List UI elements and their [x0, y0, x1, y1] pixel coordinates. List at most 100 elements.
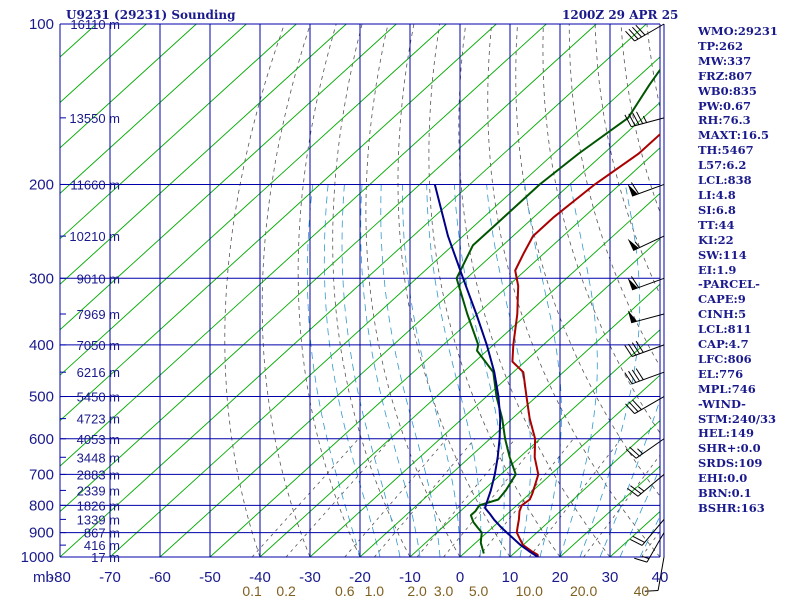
index-item: CAPE:9 — [698, 292, 746, 307]
barb-full-flag — [625, 403, 635, 414]
pressure-tick-label: 700 — [29, 466, 54, 483]
isotherm-line — [60, 24, 547, 467]
barb-full-flag — [628, 28, 639, 40]
wind-barb — [627, 276, 665, 291]
diagram-background-lines — [60, 24, 660, 557]
temperature-tick-label: 30 — [602, 569, 619, 586]
pressure-tick-label: 500 — [29, 389, 54, 406]
isotherm-line — [60, 24, 497, 422]
index-item: LCL:811 — [698, 322, 752, 337]
isotherm-line — [559, 465, 660, 557]
isotherm-line — [259, 192, 660, 557]
barb-full-flag — [634, 557, 648, 563]
index-item: L57:6.2 — [698, 158, 747, 173]
index-item: TT:44 — [698, 217, 735, 232]
wind-barb — [644, 556, 665, 592]
height-label: 5450 m — [77, 390, 120, 405]
dry-adiabat-line — [365, 24, 461, 557]
barb-half-flag — [642, 115, 648, 123]
barb-full-flag — [628, 401, 639, 412]
height-label: 17 m — [91, 550, 120, 565]
index-item: TH:5467 — [698, 143, 754, 158]
height-label: 416 m — [84, 538, 120, 553]
mixing-ratio-label: 10.0 — [516, 583, 543, 599]
isotherm-line — [159, 101, 660, 557]
barb-pennant — [627, 277, 638, 290]
barb-full-flag — [625, 448, 637, 459]
barb-full-flag — [625, 30, 635, 42]
index-item: MW:337 — [698, 53, 752, 68]
height-label: 7969 m — [77, 307, 120, 322]
mixing-ratio-label: 5.0 — [469, 583, 489, 599]
station-title: U9231 (29231) Sounding — [66, 8, 236, 22]
index-item: PW:0.67 — [698, 98, 752, 113]
pressure-tick-label: 300 — [29, 270, 54, 287]
height-label: 13550 m — [69, 111, 120, 126]
moist-adiabat-line — [619, 467, 660, 557]
barb-full-flag — [630, 485, 642, 495]
index-item: -PARCEL- — [698, 277, 760, 292]
barb-shaft — [641, 519, 665, 546]
barb-shaft — [631, 117, 665, 128]
wind-barb — [627, 310, 665, 324]
index-item: LI:4.8 — [698, 187, 736, 202]
temperature-tick-label: -40 — [249, 569, 271, 586]
isotherm-line — [60, 24, 347, 285]
height-label: 11660 m — [70, 177, 120, 192]
index-item: RH:76.3 — [698, 113, 751, 128]
barb-full-flag — [635, 340, 644, 353]
height-label: 2883 m — [77, 467, 120, 482]
index-item: SI:6.8 — [698, 202, 736, 217]
barb-full-flag — [632, 26, 642, 38]
mixing-ratio-label: 3.0 — [434, 583, 454, 599]
moist-adiabat-line — [360, 184, 421, 557]
barb-full-flag — [624, 345, 633, 357]
dewpoint-trace — [455, 68, 660, 554]
barb-shaft — [634, 23, 665, 42]
index-item: WB0:835 — [698, 83, 757, 98]
barb-shaft — [635, 438, 665, 459]
wind-barbs — [624, 23, 665, 592]
mixing-ratio-line — [344, 438, 448, 557]
wind-barb — [625, 396, 665, 415]
barb-full-flag — [632, 399, 642, 410]
height-label: 4053 m — [77, 432, 120, 447]
wind-barb — [625, 438, 665, 459]
pressure-tick-label: 100 — [29, 16, 54, 33]
temperature-tick-label: -60 — [149, 569, 171, 586]
height-label: 16110 m — [70, 17, 120, 32]
barb-shaft — [631, 371, 665, 385]
index-item: EHI:0.0 — [698, 471, 748, 486]
mixing-ratio-line — [443, 438, 541, 557]
height-label: 4723 m — [77, 412, 120, 427]
barb-full-flag — [635, 368, 644, 380]
pressure-tick-label: 1000 — [21, 549, 54, 566]
index-item: CINH:5 — [698, 307, 747, 322]
mixing-ratio-label: 0.6 — [335, 583, 355, 599]
isotherm-line — [209, 147, 660, 557]
height-label: 2339 m — [77, 483, 120, 498]
temperature-tick-label: -10 — [399, 569, 421, 586]
barb-shaft — [646, 532, 665, 563]
barb-full-flag — [630, 538, 643, 546]
pressure-tick-label: 900 — [29, 525, 54, 542]
barb-shaft — [631, 344, 665, 357]
isotherm-line — [409, 329, 660, 557]
temperature-tick-label: 10 — [502, 569, 519, 586]
temperature-tick-label: -80 — [49, 569, 71, 586]
barb-full-flag — [631, 342, 641, 355]
dry-adiabat-line — [487, 24, 660, 557]
barb-shaft — [637, 474, 665, 497]
index-item: BSHR:163 — [698, 501, 765, 515]
moist-adiabat-line — [402, 184, 461, 557]
wind-barb — [630, 519, 665, 546]
dry-adiabat-line — [224, 24, 285, 557]
barb-half-flag — [638, 486, 645, 492]
mixing-ratio-label: 0.2 — [276, 583, 296, 599]
index-item: LFC:806 — [698, 351, 752, 366]
temperature-tick-label: 20 — [552, 569, 569, 586]
pressure-temperature-grid — [59, 23, 661, 558]
index-item: HEL:149 — [698, 426, 754, 441]
index-item: MAXT:16.5 — [698, 128, 769, 143]
mixing-ratio-line — [251, 438, 359, 557]
